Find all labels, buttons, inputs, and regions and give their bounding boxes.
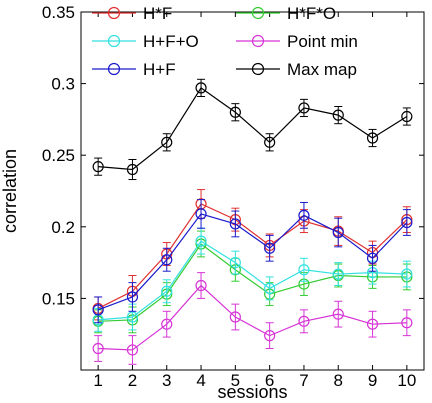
data-point <box>401 268 413 280</box>
legend-label: H+F+O <box>143 32 199 51</box>
data-point <box>126 291 139 303</box>
data-point <box>195 82 207 94</box>
y-axis-label: correlation <box>0 149 20 233</box>
data-point <box>92 342 104 355</box>
series-line <box>98 240 407 321</box>
data-point <box>366 318 379 330</box>
x-tick-label: 7 <box>299 371 308 390</box>
legend-item: H*F*O <box>236 4 336 23</box>
legend-marker <box>107 34 121 48</box>
legend-marker <box>251 34 265 48</box>
data-point <box>264 242 276 254</box>
series-h-f <box>92 199 413 324</box>
data-point <box>161 285 173 297</box>
data-point <box>195 279 207 292</box>
legend-label: Max map <box>287 60 357 79</box>
legend-label: Point min <box>287 32 358 51</box>
data-point <box>332 308 344 320</box>
data-point <box>229 218 241 230</box>
x-tick-label: 10 <box>397 371 416 390</box>
data-point <box>332 109 344 121</box>
series-group <box>92 78 413 365</box>
data-point <box>298 102 310 114</box>
y-tick-label: 0.3 <box>51 75 75 94</box>
series-line <box>98 87 408 171</box>
data-point <box>298 264 310 276</box>
series-line <box>97 203 408 309</box>
data-point <box>366 252 379 264</box>
data-point <box>195 235 207 247</box>
legend-marker <box>251 6 265 20</box>
data-point <box>401 110 413 123</box>
data-point <box>161 318 173 330</box>
x-tick-label: 4 <box>196 371 205 390</box>
legend-item: Max map <box>236 60 357 79</box>
data-point <box>264 330 276 342</box>
data-point <box>401 317 413 329</box>
series-line <box>98 284 407 351</box>
legend-marker <box>107 6 121 20</box>
x-tick-label: 6 <box>265 371 274 390</box>
y-tick-label: 0.25 <box>42 146 75 165</box>
x-tick-label: 1 <box>93 371 102 390</box>
data-point <box>366 132 379 144</box>
legend-label: H*F*O <box>287 4 336 23</box>
data-point <box>264 136 276 148</box>
legend-marker <box>251 62 265 76</box>
data-point <box>126 344 139 356</box>
series-line <box>98 243 407 322</box>
data-point <box>264 282 276 294</box>
series-max-map <box>92 78 413 181</box>
data-point <box>229 311 241 323</box>
data-point <box>126 311 139 323</box>
data-point <box>195 208 207 220</box>
legend-item: Point min <box>236 32 358 51</box>
x-tick-label: 8 <box>334 371 343 390</box>
data-point <box>298 209 310 221</box>
legend: H*F H*F*O H+F+O Point min H+F Max map <box>92 4 358 79</box>
data-point <box>298 315 310 327</box>
x-tick-label: 3 <box>162 371 171 390</box>
series-line <box>97 213 408 311</box>
data-point <box>92 304 104 316</box>
data-point <box>332 226 344 239</box>
data-point <box>332 268 344 280</box>
data-point <box>229 106 241 118</box>
data-point <box>161 136 173 148</box>
y-tick-label: 0.2 <box>51 218 75 237</box>
series-point-min <box>92 272 413 365</box>
x-tick-label: 2 <box>128 371 137 390</box>
y-tick-label: 0.15 <box>42 289 75 308</box>
data-point <box>161 254 173 266</box>
x-tick-label: 9 <box>368 371 377 390</box>
data-point <box>401 216 413 229</box>
y-tick-label: 0.35 <box>42 3 75 22</box>
data-point <box>229 257 241 269</box>
legend-label: H+F <box>143 60 176 79</box>
legend-item: H*F <box>92 4 172 23</box>
data-point <box>126 163 139 176</box>
x-tick-label: 5 <box>231 371 240 390</box>
legend-item: H+F+O <box>92 32 199 51</box>
legend-label: H*F <box>143 4 172 23</box>
data-point <box>92 161 104 173</box>
axis-ticks: 1 2 3 4 5 6 7 8 9 10 0.15 0.2 0.25 0.3 0.35 <box>42 3 424 390</box>
legend-marker <box>107 62 121 76</box>
legend-item: H+F <box>92 60 176 79</box>
x-axis-label: sessions <box>217 382 287 402</box>
